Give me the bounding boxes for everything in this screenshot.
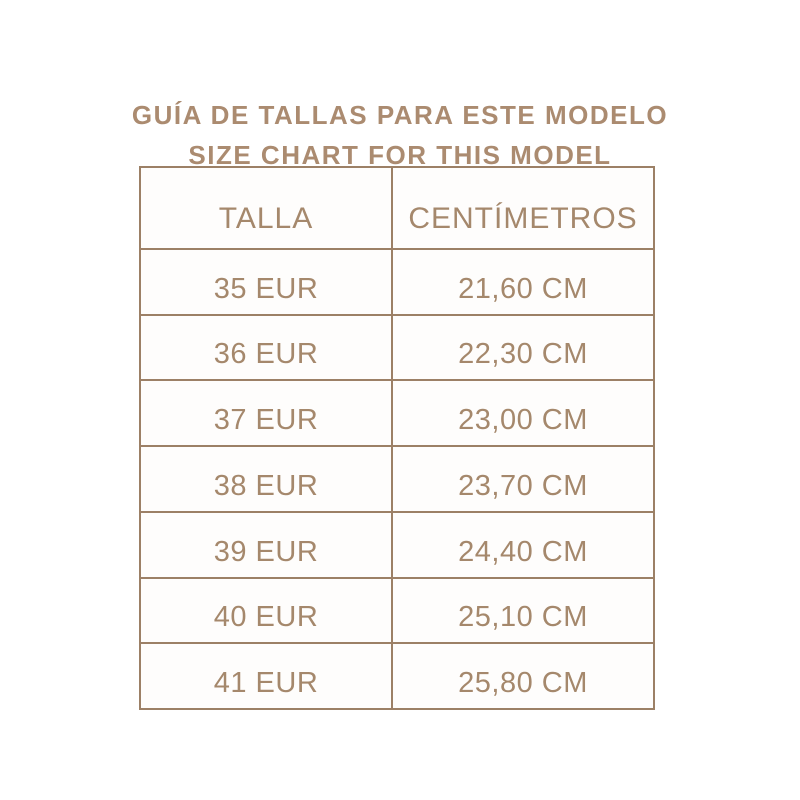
column-header-talla: TALLA xyxy=(141,168,393,248)
title-line-english: SIZE CHART FOR THIS MODEL xyxy=(188,140,612,170)
cell-centimeters: 22,30 CM xyxy=(458,338,588,371)
cell-centimeters: 21,60 CM xyxy=(458,272,588,305)
table-row: 41 EUR 25,80 CM xyxy=(141,642,653,709)
cell-centimeters: 24,40 CM xyxy=(458,535,588,568)
table-row: 40 EUR 25,10 CM xyxy=(141,576,653,643)
column-header-centimetros: CENTÍMETROS xyxy=(408,202,638,235)
table-row: 36 EUR 22,30 CM xyxy=(141,313,653,380)
size-chart-title: GUÍA DE TALLAS PARA ESTE MODELO SIZE CHA… xyxy=(0,95,800,175)
title-line-spanish: GUÍA DE TALLAS PARA ESTE MODELO xyxy=(131,100,669,130)
cell-size-eur: 36 EUR xyxy=(141,315,393,380)
cell-size-eur: 37 EUR xyxy=(141,381,393,446)
cell-size-eur: 41 EUR xyxy=(141,644,393,709)
table-row: 39 EUR 24,40 CM xyxy=(141,510,653,577)
cell-size-eur: 35 EUR xyxy=(141,250,393,314)
table-row: 37 EUR 23,00 CM xyxy=(141,379,653,446)
cell-centimeters: 25,10 CM xyxy=(458,601,588,634)
table-row: 35 EUR 21,60 CM xyxy=(141,248,653,314)
table-row: 38 EUR 23,70 CM xyxy=(141,445,653,511)
cell-size-eur: 40 EUR xyxy=(141,578,393,643)
cell-centimeters: 23,00 CM xyxy=(458,404,588,437)
size-chart-table: TALLA CENTÍMETROS 35 EUR 21,60 CM 36 EUR 22… xyxy=(139,166,655,710)
cell-size-eur: 39 EUR xyxy=(141,512,393,577)
cell-size-eur: 38 EUR xyxy=(141,447,393,511)
cell-centimeters: 23,70 CM xyxy=(458,469,588,502)
cell-centimeters: 25,80 CM xyxy=(458,667,588,700)
table-header-row: TALLA CENTÍMETROS xyxy=(141,168,653,248)
